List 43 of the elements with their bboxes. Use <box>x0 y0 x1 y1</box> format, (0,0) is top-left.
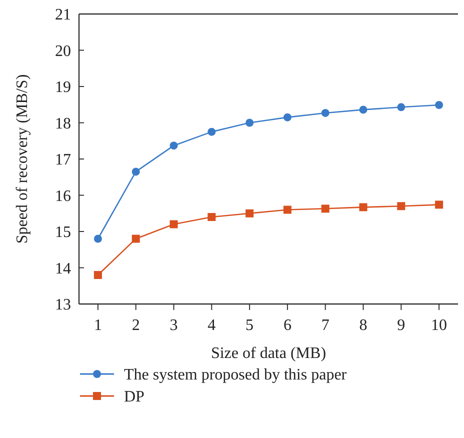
x-tick-label: 3 <box>170 317 178 334</box>
legend-label: The system proposed by this paper <box>124 366 348 384</box>
point <box>132 168 140 176</box>
y-tick-label: 19 <box>55 79 71 96</box>
y-tick-label: 17 <box>55 152 71 169</box>
point <box>94 271 102 279</box>
x-axis-title: Size of data (MB) <box>210 345 326 362</box>
point <box>246 209 254 218</box>
point <box>170 142 178 150</box>
point <box>435 200 444 209</box>
x-tick-label: 7 <box>321 317 330 334</box>
point <box>321 108 330 117</box>
x-tick-label: 8 <box>359 317 368 334</box>
x-tick-label: 6 <box>283 317 292 334</box>
point <box>246 118 254 127</box>
x-tick-label: 9 <box>397 317 406 334</box>
y-tick-label: 16 <box>55 188 71 205</box>
y-tick-label: 14 <box>55 260 71 278</box>
x-tick-label: 1 <box>94 317 102 334</box>
y-tick-label: 18 <box>55 115 71 132</box>
legend-label: DP <box>124 388 145 406</box>
y-tick-label: 20 <box>55 42 71 60</box>
point <box>283 206 292 214</box>
y-axis-title: Speed of recovery (MB/S) <box>14 74 31 244</box>
point <box>170 220 178 228</box>
point <box>397 103 406 112</box>
point <box>283 113 292 122</box>
x-tick-label: 2 <box>132 317 140 334</box>
point <box>359 106 368 114</box>
point <box>208 213 216 221</box>
point <box>359 203 368 212</box>
x-tick-label: 4 <box>208 317 216 334</box>
y-tick-label: 13 <box>55 296 71 314</box>
point <box>435 100 444 109</box>
point <box>321 204 330 213</box>
x-tick-label: 5 <box>246 317 254 334</box>
y-tick-label: 21 <box>55 6 71 24</box>
point <box>208 128 216 136</box>
point <box>132 234 140 243</box>
point <box>94 234 102 243</box>
x-tick-label: 10 <box>431 317 448 334</box>
y-tick-label: 15 <box>55 224 71 242</box>
point <box>397 202 406 210</box>
